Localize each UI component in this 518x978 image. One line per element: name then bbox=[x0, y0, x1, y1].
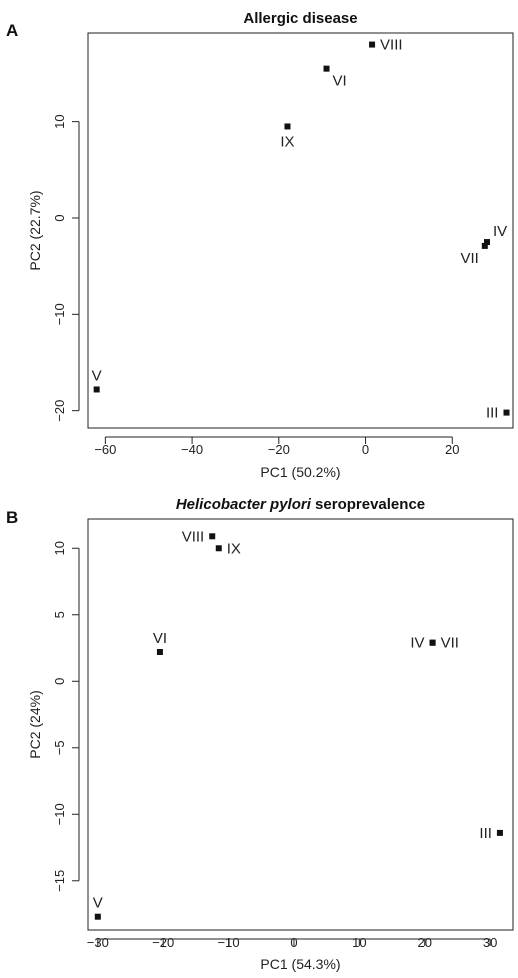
y-axis-label: PC2 (22.7%) bbox=[27, 190, 43, 270]
plot-frame bbox=[87, 518, 514, 931]
point-label: IX bbox=[227, 540, 241, 557]
point-label: VI bbox=[333, 73, 347, 90]
point-label: III bbox=[486, 405, 499, 422]
data-point bbox=[94, 913, 101, 920]
data-point bbox=[284, 123, 291, 130]
point-label: V bbox=[92, 367, 102, 384]
x-tick-label: 0 bbox=[362, 442, 369, 457]
y-tick-label: −10 bbox=[52, 803, 67, 825]
panel-a: A Allergic disease −60 −40 −20 0 20 PC1 (50.2%)… bbox=[6, 10, 514, 480]
data-point bbox=[209, 533, 216, 540]
data-point bbox=[481, 242, 488, 249]
x-axis-label: PC1 (50.2%) bbox=[260, 464, 340, 480]
point-label: IV bbox=[410, 635, 424, 652]
data-point bbox=[369, 41, 376, 48]
panel-letter: A bbox=[6, 21, 18, 40]
chart-title: Helicobacter pylori seroprevalence bbox=[176, 496, 425, 513]
y-tick-label: 0 bbox=[52, 678, 67, 685]
y-tick-label: −15 bbox=[52, 870, 67, 892]
x-tick-label: 20 bbox=[445, 442, 459, 457]
plot-frame bbox=[87, 32, 514, 429]
y-tick-label: −5 bbox=[52, 740, 67, 755]
y-tick-label: 0 bbox=[52, 214, 67, 221]
y-tick-label: 5 bbox=[52, 611, 67, 618]
y-axis-label: PC2 (24%) bbox=[27, 690, 43, 758]
y-tick-label: −20 bbox=[52, 400, 67, 422]
point-label: VI bbox=[153, 630, 167, 647]
point-label: V bbox=[93, 895, 103, 912]
point-label: IX bbox=[280, 133, 294, 150]
data-point bbox=[496, 829, 503, 836]
data-point bbox=[156, 649, 163, 656]
data-point bbox=[503, 409, 510, 416]
data-point bbox=[483, 239, 490, 246]
x-tick-label: 30 bbox=[483, 935, 497, 950]
point-label: III bbox=[479, 825, 492, 842]
x-tick-label: −20 bbox=[152, 935, 174, 950]
data-point bbox=[323, 65, 330, 72]
y-tick-label: 10 bbox=[52, 541, 67, 555]
x-axis-label: PC1 (54.3%) bbox=[260, 956, 340, 972]
panel-b: B Helicobacter pylori seroprevalence −30 −2… bbox=[6, 496, 514, 972]
point-label: VIII bbox=[182, 528, 205, 545]
x-tick-label: 10 bbox=[352, 935, 366, 950]
x-tick-label: −10 bbox=[218, 935, 240, 950]
point-label: VII bbox=[460, 250, 478, 267]
data-point bbox=[93, 386, 100, 393]
data-point bbox=[215, 545, 222, 552]
point-label: IV bbox=[493, 223, 507, 240]
x-tick-label: 20 bbox=[417, 935, 431, 950]
point-label: VIII bbox=[380, 37, 403, 54]
y-tick-label: −10 bbox=[52, 303, 67, 325]
y-tick-label: 10 bbox=[52, 114, 67, 128]
point-label: VII bbox=[441, 635, 459, 652]
data-point bbox=[429, 639, 436, 646]
chart-title: Allergic disease bbox=[243, 10, 357, 27]
x-tick-label: −20 bbox=[268, 442, 290, 457]
x-tick-label: −60 bbox=[94, 442, 116, 457]
x-tick-label: −30 bbox=[87, 935, 109, 950]
panel-letter: B bbox=[6, 508, 18, 527]
x-tick-label: 0 bbox=[290, 935, 297, 950]
x-tick-label: −40 bbox=[181, 442, 203, 457]
